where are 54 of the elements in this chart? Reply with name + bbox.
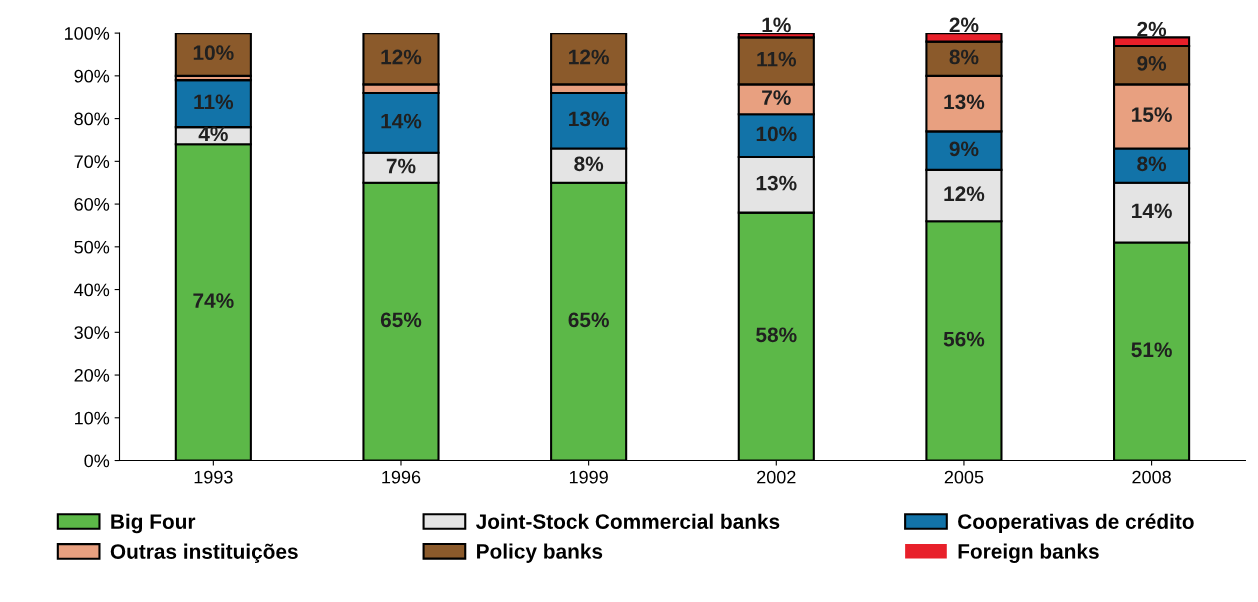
- data-label: 2%: [1137, 21, 1167, 37]
- data-label: 51%: [1131, 342, 1172, 358]
- y-tick-label: 90%: [74, 69, 110, 83]
- data-label: 13%: [944, 94, 985, 110]
- data-label: 12%: [944, 186, 985, 202]
- y-tick-label: 70%: [74, 155, 110, 169]
- data-label: 8%: [1137, 156, 1167, 172]
- data-label: 14%: [381, 113, 422, 129]
- data-label: 10%: [193, 45, 234, 61]
- data-label: 12%: [569, 49, 609, 65]
- data-label: 11%: [194, 94, 234, 110]
- data-label: 7%: [762, 90, 791, 105]
- y-tick-label: 10%: [75, 411, 110, 425]
- data-label: 13%: [756, 175, 797, 191]
- legend-label: Cooperativas de crédito: [958, 513, 1194, 534]
- y-tick-label: 60%: [74, 198, 110, 211]
- data-label: 4%: [198, 126, 228, 142]
- data-label: 65%: [380, 312, 422, 328]
- data-label: 10%: [756, 126, 797, 142]
- data-label: 12%: [381, 49, 422, 65]
- data-label: 15%: [1132, 107, 1172, 123]
- legend-label: Foreign banks: [958, 543, 1099, 563]
- data-label: 13%: [569, 111, 609, 127]
- bar: [174, 33, 252, 77]
- x-tick-label: 2008: [1132, 470, 1171, 484]
- x-tick-label: 2005: [944, 470, 984, 484]
- data-label: 58%: [756, 327, 797, 343]
- y-tick-label: 50%: [74, 240, 110, 254]
- y-tick-label: 40%: [74, 283, 110, 297]
- data-label: 1%: [762, 17, 791, 33]
- data-label: 8%: [949, 49, 979, 65]
- legend-label: Big Four: [111, 513, 196, 534]
- data-label: 8%: [574, 156, 604, 172]
- data-label: 9%: [949, 141, 979, 157]
- data-label: 56%: [943, 331, 985, 347]
- data-label: 65%: [568, 312, 609, 328]
- x-tick-label: 1996: [382, 470, 421, 484]
- data-label: 2%: [949, 17, 979, 33]
- x-tick-label: 2002: [757, 470, 796, 484]
- data-label: 14%: [1132, 203, 1172, 219]
- data-label: 11%: [757, 51, 797, 67]
- y-tick-label: 20%: [74, 368, 110, 382]
- y-tick-label: 30%: [74, 326, 110, 340]
- y-tick-label: 80%: [74, 112, 110, 126]
- data-label: 9%: [1137, 56, 1167, 71]
- legend-label: Outras instituições: [110, 543, 298, 563]
- y-tick-label: 0%: [84, 454, 110, 468]
- legend-label: Joint-Stock Commercial banks: [475, 513, 780, 529]
- data-label: 7%: [386, 158, 416, 174]
- x-tick-label: 1999: [569, 470, 608, 484]
- data-label: 74%: [193, 293, 234, 308]
- x-tick-label: 1993: [194, 470, 233, 484]
- y-tick-label: 100%: [64, 27, 110, 40]
- legend-label: Policy banks: [477, 543, 603, 563]
